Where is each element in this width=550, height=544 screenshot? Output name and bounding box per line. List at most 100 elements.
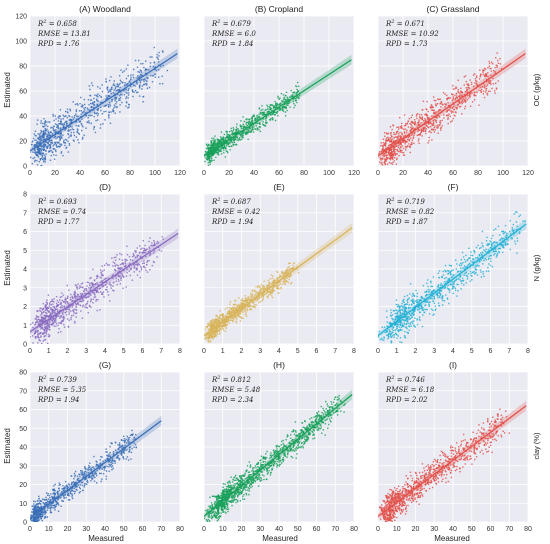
data-point bbox=[253, 126, 255, 128]
data-point bbox=[488, 81, 490, 84]
data-point bbox=[117, 278, 120, 281]
data-point bbox=[451, 110, 453, 113]
data-point bbox=[464, 99, 466, 101]
data-point bbox=[160, 250, 163, 252]
data-point bbox=[236, 304, 239, 307]
data-point bbox=[270, 104, 272, 107]
data-point bbox=[224, 146, 226, 149]
data-point bbox=[266, 287, 268, 290]
data-point bbox=[235, 128, 238, 131]
data-point bbox=[279, 275, 281, 277]
data-point bbox=[113, 80, 115, 82]
data-point bbox=[228, 145, 231, 148]
data-point bbox=[38, 339, 41, 341]
data-point bbox=[119, 267, 121, 269]
data-point bbox=[284, 106, 286, 109]
data-point bbox=[249, 122, 252, 124]
data-point bbox=[391, 163, 394, 165]
data-point bbox=[35, 315, 38, 317]
data-point bbox=[410, 123, 412, 126]
data-point bbox=[59, 143, 61, 145]
data-point bbox=[424, 117, 426, 120]
data-point bbox=[54, 131, 56, 133]
data-point bbox=[230, 307, 232, 310]
data-point bbox=[291, 96, 294, 98]
data-point bbox=[45, 325, 48, 328]
data-point bbox=[292, 92, 294, 94]
data-point bbox=[250, 292, 252, 295]
data-point bbox=[88, 287, 90, 289]
data-point bbox=[268, 108, 271, 110]
data-point bbox=[71, 116, 73, 118]
data-point bbox=[279, 106, 281, 109]
data-point bbox=[408, 138, 411, 141]
data-point bbox=[238, 316, 240, 318]
data-point bbox=[114, 94, 116, 97]
data-point bbox=[93, 293, 96, 295]
data-point bbox=[253, 305, 255, 308]
data-point bbox=[118, 270, 120, 273]
data-point bbox=[243, 130, 246, 132]
data-point bbox=[269, 118, 271, 121]
data-point bbox=[222, 316, 224, 319]
data-point bbox=[30, 156, 32, 159]
data-point bbox=[229, 310, 231, 312]
data-point bbox=[279, 102, 282, 104]
data-point bbox=[92, 291, 94, 294]
data-point bbox=[282, 94, 285, 96]
data-point bbox=[450, 110, 452, 112]
data-point bbox=[41, 144, 43, 147]
data-point bbox=[463, 76, 466, 78]
data-point bbox=[206, 333, 209, 335]
data-point bbox=[404, 141, 407, 143]
data-point bbox=[248, 130, 251, 133]
data-point bbox=[222, 324, 224, 326]
data-point bbox=[217, 327, 219, 329]
data-point bbox=[495, 64, 497, 66]
data-point bbox=[67, 325, 70, 327]
data-point bbox=[266, 292, 268, 294]
data-point bbox=[94, 296, 97, 298]
data-point bbox=[211, 336, 213, 338]
data-point bbox=[221, 326, 223, 329]
data-point bbox=[275, 279, 277, 282]
data-point bbox=[430, 125, 432, 128]
data-point bbox=[426, 114, 429, 117]
data-point bbox=[53, 318, 55, 320]
data-point bbox=[103, 111, 105, 113]
data-point bbox=[73, 308, 75, 311]
data-point bbox=[431, 106, 433, 109]
y-tick-label: 2 bbox=[23, 304, 27, 311]
data-point bbox=[58, 328, 60, 330]
data-point bbox=[37, 156, 40, 158]
data-point bbox=[432, 121, 435, 123]
data-point bbox=[385, 142, 387, 145]
data-point bbox=[32, 137, 35, 140]
data-point bbox=[60, 122, 62, 124]
data-point bbox=[131, 259, 134, 262]
data-point bbox=[466, 91, 468, 93]
data-point bbox=[138, 264, 141, 266]
data-point bbox=[289, 262, 291, 264]
data-point bbox=[48, 305, 51, 307]
data-point bbox=[471, 92, 473, 94]
data-point bbox=[89, 283, 91, 285]
data-point bbox=[56, 126, 58, 129]
data-point bbox=[67, 295, 69, 298]
data-point bbox=[398, 116, 401, 119]
data-point bbox=[77, 115, 79, 118]
data-point bbox=[387, 152, 390, 154]
data-point bbox=[59, 146, 61, 148]
data-point bbox=[153, 243, 156, 245]
data-point bbox=[284, 272, 286, 274]
data-point bbox=[233, 311, 236, 314]
data-point bbox=[229, 310, 232, 313]
data-point bbox=[380, 163, 382, 165]
data-point bbox=[246, 299, 249, 302]
data-point bbox=[50, 141, 52, 144]
data-point bbox=[47, 141, 50, 143]
data-point bbox=[263, 113, 265, 116]
data-point bbox=[284, 283, 286, 286]
data-point bbox=[50, 306, 52, 309]
data-point bbox=[57, 315, 59, 317]
